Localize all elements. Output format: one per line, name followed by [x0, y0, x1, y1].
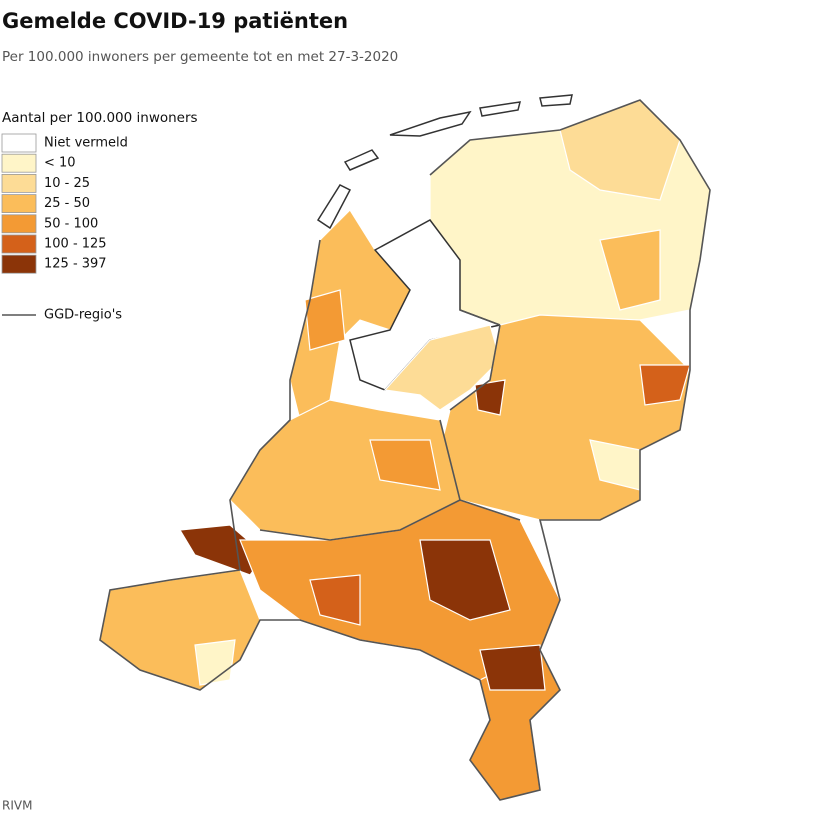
island	[479, 101, 522, 117]
island	[389, 110, 472, 137]
region	[194, 639, 236, 686]
legend-label: 125 - 397	[44, 257, 107, 272]
legend-label: 50 - 100	[44, 216, 98, 231]
region	[304, 289, 346, 351]
ggd-outline	[99, 99, 711, 801]
legend-swatch	[1, 133, 37, 153]
legend-label: Niet vermeld	[44, 136, 128, 151]
legend-swatch	[1, 153, 37, 173]
region	[369, 439, 441, 491]
legend-label: 10 - 25	[44, 176, 90, 191]
region-fl	[383, 324, 501, 411]
legend: Niet vermeld < 10 10 - 25 25 - 50 50 - 100 10…	[1, 133, 128, 274]
region	[639, 364, 691, 406]
legend-swatch	[1, 173, 37, 193]
legend-swatch	[1, 194, 37, 214]
source: RIVM	[2, 799, 32, 813]
region	[309, 574, 361, 626]
subtitle: Per 100.000 inwoners per gemeente tot en…	[2, 49, 398, 65]
legend-swatch	[1, 234, 37, 254]
legend-label: 100 - 125	[44, 237, 107, 252]
ggd-border	[259, 309, 521, 541]
island	[539, 94, 573, 107]
legend-swatch	[1, 214, 37, 234]
region	[599, 229, 661, 311]
region	[419, 539, 511, 621]
legend-label: < 10	[44, 156, 76, 171]
region	[474, 379, 506, 416]
map	[99, 94, 711, 801]
legend-line-label: GGD-regio's	[44, 308, 122, 323]
legend-title: Aantal per 100.000 inwoners	[2, 110, 198, 126]
island	[343, 149, 380, 171]
legend-label: 25 - 50	[44, 196, 90, 211]
legend-swatch	[1, 254, 37, 274]
region	[479, 644, 546, 691]
title: Gemelde COVID-19 patiënten	[2, 9, 348, 33]
island	[316, 184, 352, 230]
